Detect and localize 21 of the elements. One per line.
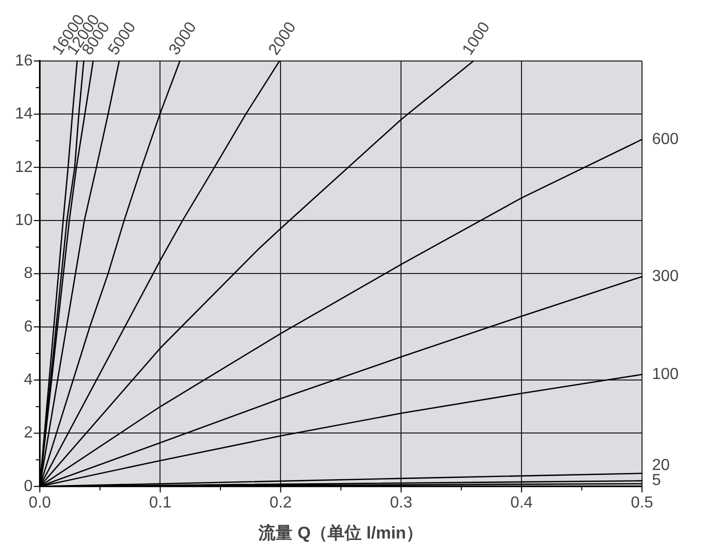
x-tick-label: 0.0	[28, 494, 52, 512]
x-tick-label: 0.1	[149, 494, 172, 512]
x-tick-label: 0.2	[270, 494, 292, 512]
y-tick-label: 6	[24, 318, 33, 336]
series-label: 5	[652, 472, 661, 490]
x-axis-title: 流量 Q（单位 l/min）	[258, 523, 424, 542]
y-tick-label: 0	[24, 478, 33, 495]
x-tick-label: 0.3	[390, 494, 412, 512]
y-tick-label: 14	[15, 106, 33, 123]
series-label: 600	[652, 130, 679, 148]
y-tick-label: 2	[24, 424, 33, 442]
series-label: 20	[652, 457, 670, 474]
y-tick-label: 12	[15, 158, 33, 176]
x-tick-label: 0.4	[510, 494, 533, 512]
series-label: 300	[652, 268, 679, 286]
y-tick-label: 8	[24, 265, 33, 282]
y-tick-label: 4	[24, 371, 33, 388]
y-tick-label: 10	[15, 212, 33, 229]
x-tick-label: 0.5	[630, 494, 654, 512]
series-label: 100	[652, 366, 679, 383]
y-tick-label: 16	[15, 52, 33, 70]
